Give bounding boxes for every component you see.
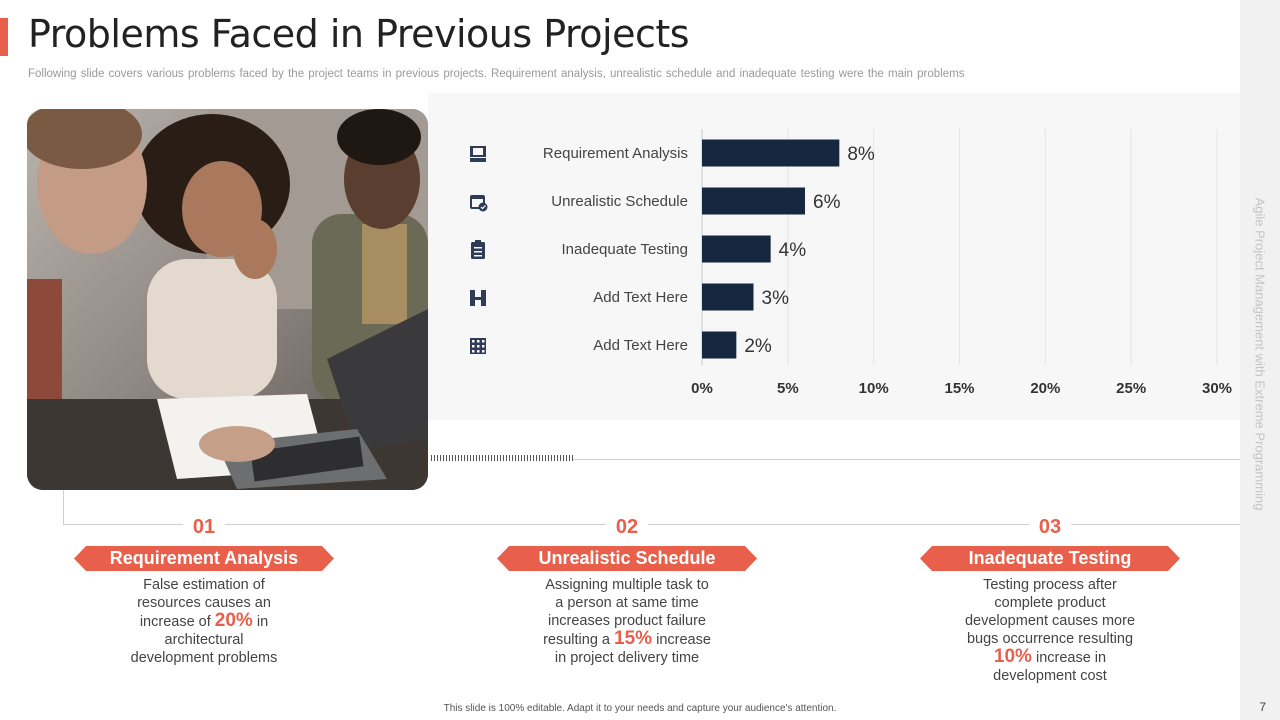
- footer-note: This slide is 100% editable. Adapt it to…: [0, 703, 1280, 714]
- x-tick-label: 5%: [777, 380, 799, 397]
- item-desc-text: in architectural development problems: [130, 614, 278, 666]
- category-label: Requirement Analysis: [543, 145, 688, 162]
- building-icon: [470, 338, 486, 354]
- footer-text: This slide is 100% editable. Adapt it to…: [443, 703, 837, 714]
- item-title-ribbon: Requirement Analysis: [74, 546, 334, 571]
- bar: [702, 235, 771, 263]
- calendar-check-icon: [470, 195, 488, 212]
- category-label: Unrealistic Schedule: [551, 193, 688, 210]
- bar: [702, 187, 805, 215]
- dotted-divider: [431, 455, 573, 461]
- bar-chart: 0% 5% 10% 15% 20% 25% 30% Requirement Analysis 8…: [470, 129, 1232, 397]
- network-icon: [470, 290, 486, 306]
- item-desc-text: increase in project delivery time: [554, 632, 711, 666]
- item-desc-text: Assigning multiple task to a person at s…: [543, 577, 709, 648]
- side-panel: [1240, 0, 1280, 720]
- item-desc-text: Testing process after complete product d…: [964, 577, 1136, 647]
- x-tick-label: 30%: [1202, 380, 1232, 397]
- problem-item-3: 03 Inadequate Testing Testing process af…: [920, 514, 1180, 685]
- category-label: Add Text Here: [593, 289, 688, 306]
- item-description: Testing process after complete product d…: [960, 576, 1140, 685]
- x-tick-label: 0%: [691, 380, 713, 397]
- slide-subtitle: Following slide covers various problems …: [28, 68, 965, 80]
- item-description: False estimation of resources causes an …: [129, 576, 279, 667]
- bar: [702, 283, 754, 311]
- x-tick-label: 10%: [859, 380, 889, 397]
- item-number: 01: [182, 514, 226, 540]
- bar: [702, 139, 840, 167]
- title-accent-bar: [0, 18, 8, 56]
- data-label: 3%: [762, 288, 790, 309]
- bar: [702, 331, 737, 359]
- item-number: 03: [1028, 514, 1072, 540]
- data-label: 4%: [779, 240, 807, 261]
- item-title-ribbon: Inadequate Testing: [920, 546, 1180, 571]
- item-highlight-value: 15%: [614, 628, 653, 649]
- timeline-line: [63, 524, 1240, 525]
- x-tick-label: 15%: [944, 380, 974, 397]
- side-vertical-text: Agile Project Management with Extreme Pr…: [1252, 197, 1268, 511]
- page-number: 7: [1259, 700, 1266, 714]
- x-tick-label: 20%: [1030, 380, 1060, 397]
- clipboard-icon: [471, 240, 485, 259]
- team-photo: [27, 109, 428, 490]
- item-description: Assigning multiple task to a person at s…: [540, 576, 715, 667]
- category-label: Inadequate Testing: [562, 241, 689, 258]
- problem-item-1: 01 Requirement Analysis False estimation…: [74, 514, 334, 667]
- x-tick-label: 25%: [1116, 380, 1146, 397]
- divider-line: [573, 459, 1240, 460]
- slide-title: Problems Faced in Previous Projects: [28, 12, 690, 56]
- data-label: 2%: [744, 336, 772, 357]
- item-title-ribbon: Unrealistic Schedule: [497, 546, 757, 571]
- item-highlight-value: 20%: [214, 610, 253, 631]
- item-desc-text: False estimation of resources causes an …: [137, 577, 271, 630]
- item-desc-text: increase in development cost: [993, 650, 1107, 684]
- data-label: 8%: [847, 144, 875, 165]
- category-label: Add Text Here: [593, 337, 688, 354]
- item-number: 02: [605, 514, 649, 540]
- connector-line-vertical: [63, 490, 64, 525]
- data-label: 6%: [813, 192, 841, 213]
- computer-icon: [470, 146, 486, 162]
- item-highlight-value: 10%: [993, 646, 1032, 667]
- problem-item-2: 02 Unrealistic Schedule Assigning multip…: [497, 514, 757, 667]
